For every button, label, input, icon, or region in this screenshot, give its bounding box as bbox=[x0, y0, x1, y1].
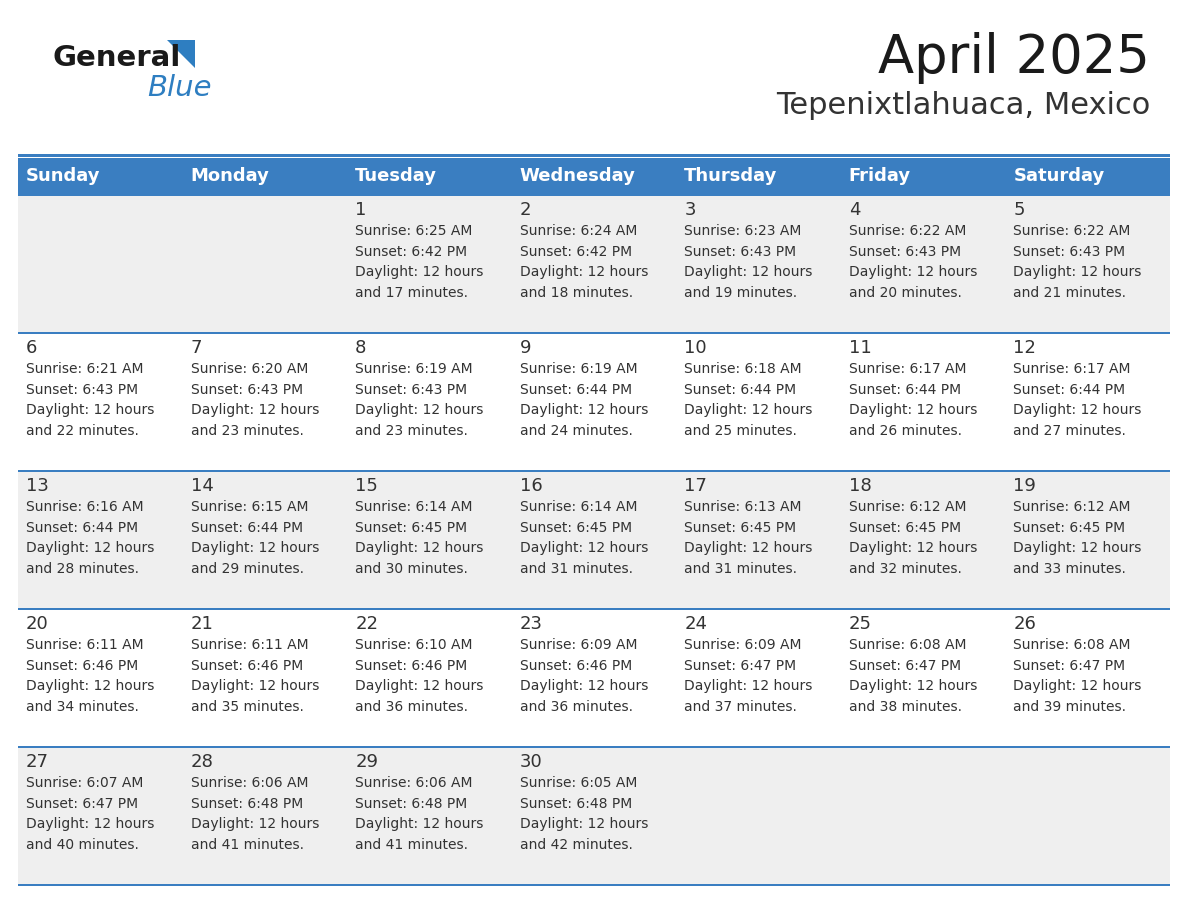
Text: 29: 29 bbox=[355, 753, 378, 771]
Bar bbox=[841, 158, 1005, 194]
Text: Sunrise: 6:23 AM
Sunset: 6:43 PM
Daylight: 12 hours
and 19 minutes.: Sunrise: 6:23 AM Sunset: 6:43 PM Dayligh… bbox=[684, 224, 813, 300]
Text: Sunrise: 6:17 AM
Sunset: 6:44 PM
Daylight: 12 hours
and 27 minutes.: Sunrise: 6:17 AM Sunset: 6:44 PM Dayligh… bbox=[1013, 362, 1142, 438]
Text: 21: 21 bbox=[190, 615, 214, 633]
Text: Sunrise: 6:12 AM
Sunset: 6:45 PM
Daylight: 12 hours
and 33 minutes.: Sunrise: 6:12 AM Sunset: 6:45 PM Dayligh… bbox=[1013, 500, 1142, 576]
Text: 15: 15 bbox=[355, 477, 378, 495]
Bar bbox=[18, 154, 1170, 157]
Text: Thursday: Thursday bbox=[684, 167, 778, 185]
Text: Sunrise: 6:19 AM
Sunset: 6:43 PM
Daylight: 12 hours
and 23 minutes.: Sunrise: 6:19 AM Sunset: 6:43 PM Dayligh… bbox=[355, 362, 484, 438]
Bar bbox=[18, 332, 1170, 470]
Text: 4: 4 bbox=[849, 201, 860, 219]
Text: 1: 1 bbox=[355, 201, 367, 219]
Text: 6: 6 bbox=[26, 339, 37, 357]
Text: 24: 24 bbox=[684, 615, 707, 633]
Text: Sunrise: 6:14 AM
Sunset: 6:45 PM
Daylight: 12 hours
and 31 minutes.: Sunrise: 6:14 AM Sunset: 6:45 PM Dayligh… bbox=[519, 500, 649, 576]
Text: Sunrise: 6:08 AM
Sunset: 6:47 PM
Daylight: 12 hours
and 38 minutes.: Sunrise: 6:08 AM Sunset: 6:47 PM Dayligh… bbox=[849, 638, 978, 714]
Text: Sunrise: 6:25 AM
Sunset: 6:42 PM
Daylight: 12 hours
and 17 minutes.: Sunrise: 6:25 AM Sunset: 6:42 PM Dayligh… bbox=[355, 224, 484, 300]
Bar bbox=[18, 158, 183, 194]
Bar bbox=[512, 158, 676, 194]
Bar bbox=[18, 194, 1170, 332]
Bar bbox=[18, 884, 1170, 886]
Text: 20: 20 bbox=[26, 615, 49, 633]
Text: Sunrise: 6:05 AM
Sunset: 6:48 PM
Daylight: 12 hours
and 42 minutes.: Sunrise: 6:05 AM Sunset: 6:48 PM Dayligh… bbox=[519, 776, 649, 852]
Text: Sunrise: 6:16 AM
Sunset: 6:44 PM
Daylight: 12 hours
and 28 minutes.: Sunrise: 6:16 AM Sunset: 6:44 PM Dayligh… bbox=[26, 500, 154, 576]
Text: Sunrise: 6:09 AM
Sunset: 6:47 PM
Daylight: 12 hours
and 37 minutes.: Sunrise: 6:09 AM Sunset: 6:47 PM Dayligh… bbox=[684, 638, 813, 714]
Bar bbox=[18, 470, 1170, 472]
Bar bbox=[183, 158, 347, 194]
Text: Sunrise: 6:18 AM
Sunset: 6:44 PM
Daylight: 12 hours
and 25 minutes.: Sunrise: 6:18 AM Sunset: 6:44 PM Dayligh… bbox=[684, 362, 813, 438]
Text: Sunrise: 6:09 AM
Sunset: 6:46 PM
Daylight: 12 hours
and 36 minutes.: Sunrise: 6:09 AM Sunset: 6:46 PM Dayligh… bbox=[519, 638, 649, 714]
Text: 28: 28 bbox=[190, 753, 214, 771]
Text: Friday: Friday bbox=[849, 167, 911, 185]
Text: Sunrise: 6:22 AM
Sunset: 6:43 PM
Daylight: 12 hours
and 21 minutes.: Sunrise: 6:22 AM Sunset: 6:43 PM Dayligh… bbox=[1013, 224, 1142, 300]
Text: Sunrise: 6:14 AM
Sunset: 6:45 PM
Daylight: 12 hours
and 30 minutes.: Sunrise: 6:14 AM Sunset: 6:45 PM Dayligh… bbox=[355, 500, 484, 576]
Text: Sunrise: 6:20 AM
Sunset: 6:43 PM
Daylight: 12 hours
and 23 minutes.: Sunrise: 6:20 AM Sunset: 6:43 PM Dayligh… bbox=[190, 362, 318, 438]
Bar bbox=[18, 332, 1170, 334]
Text: Sunday: Sunday bbox=[26, 167, 101, 185]
Bar bbox=[18, 194, 1170, 196]
Text: 2: 2 bbox=[519, 201, 531, 219]
Bar bbox=[347, 158, 512, 194]
Text: Tuesday: Tuesday bbox=[355, 167, 437, 185]
Text: 30: 30 bbox=[519, 753, 543, 771]
Text: Sunrise: 6:15 AM
Sunset: 6:44 PM
Daylight: 12 hours
and 29 minutes.: Sunrise: 6:15 AM Sunset: 6:44 PM Dayligh… bbox=[190, 500, 318, 576]
Text: Sunrise: 6:06 AM
Sunset: 6:48 PM
Daylight: 12 hours
and 41 minutes.: Sunrise: 6:06 AM Sunset: 6:48 PM Dayligh… bbox=[190, 776, 318, 852]
Text: 14: 14 bbox=[190, 477, 214, 495]
Bar bbox=[1005, 158, 1170, 194]
Text: Sunrise: 6:13 AM
Sunset: 6:45 PM
Daylight: 12 hours
and 31 minutes.: Sunrise: 6:13 AM Sunset: 6:45 PM Dayligh… bbox=[684, 500, 813, 576]
Text: Sunrise: 6:22 AM
Sunset: 6:43 PM
Daylight: 12 hours
and 20 minutes.: Sunrise: 6:22 AM Sunset: 6:43 PM Dayligh… bbox=[849, 224, 978, 300]
Bar bbox=[18, 608, 1170, 610]
Bar bbox=[676, 158, 841, 194]
Text: Sunrise: 6:12 AM
Sunset: 6:45 PM
Daylight: 12 hours
and 32 minutes.: Sunrise: 6:12 AM Sunset: 6:45 PM Dayligh… bbox=[849, 500, 978, 576]
Text: 25: 25 bbox=[849, 615, 872, 633]
Text: 9: 9 bbox=[519, 339, 531, 357]
Text: General: General bbox=[52, 44, 181, 72]
Text: 3: 3 bbox=[684, 201, 696, 219]
Text: Sunrise: 6:08 AM
Sunset: 6:47 PM
Daylight: 12 hours
and 39 minutes.: Sunrise: 6:08 AM Sunset: 6:47 PM Dayligh… bbox=[1013, 638, 1142, 714]
Text: 23: 23 bbox=[519, 615, 543, 633]
Text: Sunrise: 6:24 AM
Sunset: 6:42 PM
Daylight: 12 hours
and 18 minutes.: Sunrise: 6:24 AM Sunset: 6:42 PM Dayligh… bbox=[519, 224, 649, 300]
Text: Sunrise: 6:07 AM
Sunset: 6:47 PM
Daylight: 12 hours
and 40 minutes.: Sunrise: 6:07 AM Sunset: 6:47 PM Dayligh… bbox=[26, 776, 154, 852]
Text: Wednesday: Wednesday bbox=[519, 167, 636, 185]
Text: 22: 22 bbox=[355, 615, 378, 633]
Text: Saturday: Saturday bbox=[1013, 167, 1105, 185]
Bar bbox=[18, 746, 1170, 748]
Text: Sunrise: 6:17 AM
Sunset: 6:44 PM
Daylight: 12 hours
and 26 minutes.: Sunrise: 6:17 AM Sunset: 6:44 PM Dayligh… bbox=[849, 362, 978, 438]
Bar bbox=[18, 608, 1170, 746]
Text: 26: 26 bbox=[1013, 615, 1036, 633]
Text: 7: 7 bbox=[190, 339, 202, 357]
Text: April 2025: April 2025 bbox=[878, 32, 1150, 84]
Text: 10: 10 bbox=[684, 339, 707, 357]
Text: 13: 13 bbox=[26, 477, 49, 495]
Bar bbox=[18, 746, 1170, 884]
Text: 27: 27 bbox=[26, 753, 49, 771]
Text: 5: 5 bbox=[1013, 201, 1025, 219]
Text: 19: 19 bbox=[1013, 477, 1036, 495]
Text: 18: 18 bbox=[849, 477, 872, 495]
Text: Monday: Monday bbox=[190, 167, 270, 185]
Text: 17: 17 bbox=[684, 477, 707, 495]
Text: 8: 8 bbox=[355, 339, 367, 357]
Text: 16: 16 bbox=[519, 477, 543, 495]
Text: Sunrise: 6:11 AM
Sunset: 6:46 PM
Daylight: 12 hours
and 34 minutes.: Sunrise: 6:11 AM Sunset: 6:46 PM Dayligh… bbox=[26, 638, 154, 714]
Text: Tepenixtlahuaca, Mexico: Tepenixtlahuaca, Mexico bbox=[776, 91, 1150, 119]
Text: Sunrise: 6:06 AM
Sunset: 6:48 PM
Daylight: 12 hours
and 41 minutes.: Sunrise: 6:06 AM Sunset: 6:48 PM Dayligh… bbox=[355, 776, 484, 852]
Text: 12: 12 bbox=[1013, 339, 1036, 357]
Text: Sunrise: 6:21 AM
Sunset: 6:43 PM
Daylight: 12 hours
and 22 minutes.: Sunrise: 6:21 AM Sunset: 6:43 PM Dayligh… bbox=[26, 362, 154, 438]
Text: Sunrise: 6:19 AM
Sunset: 6:44 PM
Daylight: 12 hours
and 24 minutes.: Sunrise: 6:19 AM Sunset: 6:44 PM Dayligh… bbox=[519, 362, 649, 438]
Bar bbox=[18, 470, 1170, 608]
Polygon shape bbox=[168, 40, 195, 68]
Text: Blue: Blue bbox=[147, 74, 211, 102]
Text: 11: 11 bbox=[849, 339, 872, 357]
Text: Sunrise: 6:10 AM
Sunset: 6:46 PM
Daylight: 12 hours
and 36 minutes.: Sunrise: 6:10 AM Sunset: 6:46 PM Dayligh… bbox=[355, 638, 484, 714]
Text: Sunrise: 6:11 AM
Sunset: 6:46 PM
Daylight: 12 hours
and 35 minutes.: Sunrise: 6:11 AM Sunset: 6:46 PM Dayligh… bbox=[190, 638, 318, 714]
